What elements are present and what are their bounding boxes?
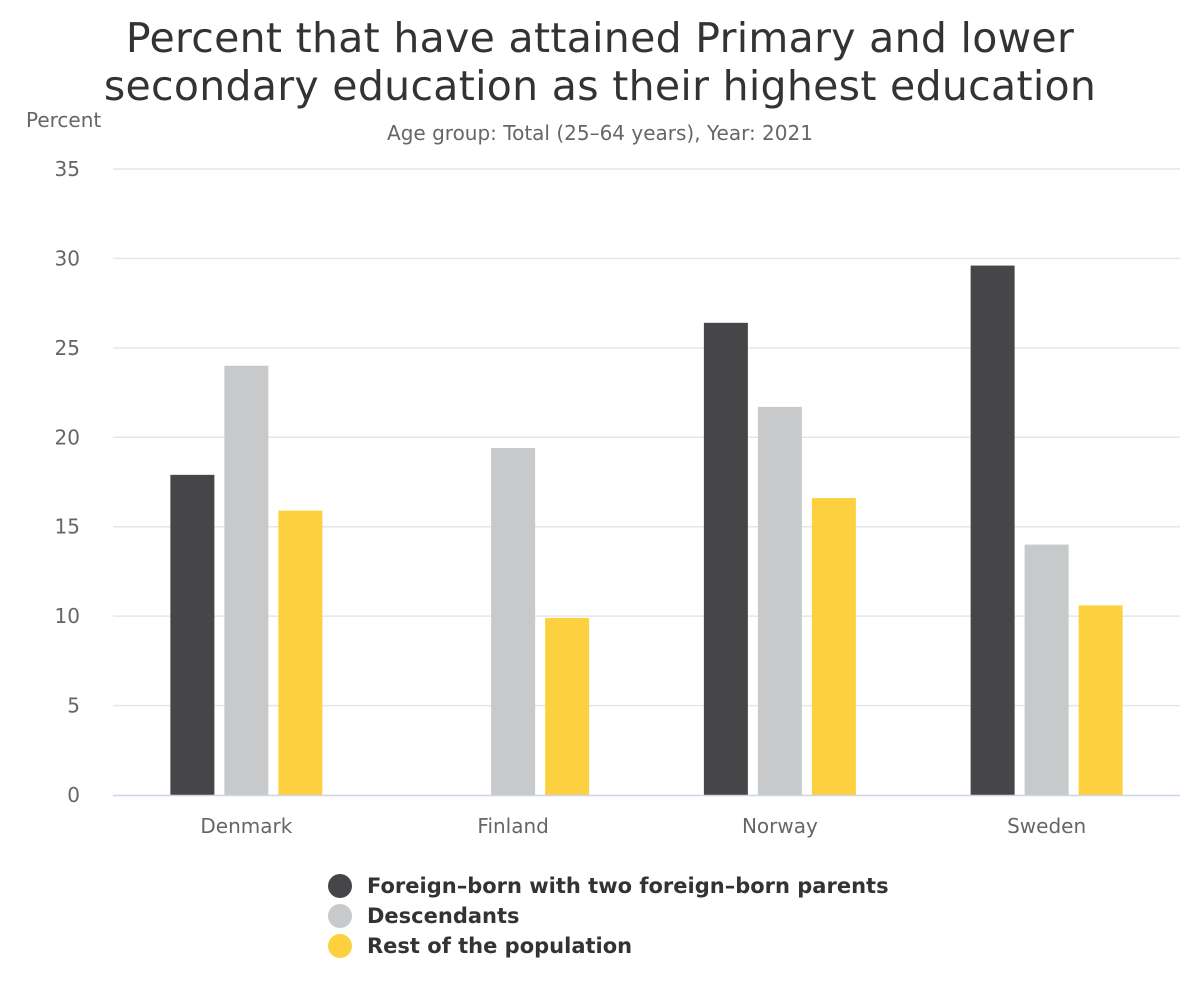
- y-tick-label: 35: [55, 157, 80, 181]
- bar-sweden-series-0[interactable]: [970, 265, 1015, 795]
- y-tick-label: 10: [55, 604, 80, 628]
- legend: Foreign–born with two foreign–born paren…: [328, 871, 889, 961]
- bar-sweden-series-1[interactable]: [1024, 544, 1069, 795]
- chart-subtitle: Age group: Total (25–64 years), Year: 20…: [387, 121, 813, 145]
- bar-finland-series-2[interactable]: [545, 617, 590, 795]
- y-tick-label: 0: [67, 783, 80, 807]
- legend-label: Rest of the population: [367, 934, 633, 958]
- legend-label: Foreign–born with two foreign–born paren…: [367, 874, 889, 898]
- x-tick-label: Denmark: [200, 814, 292, 838]
- bar-denmark-series-2[interactable]: [278, 510, 323, 795]
- chart-title-line-1: Percent that have attained Primary and l…: [125, 14, 1075, 62]
- bar-chart: 0 5 10 15 20 25 30 35 Denmark Finland Norway Sweden: [55, 157, 1180, 838]
- y-tick-label: 25: [55, 336, 80, 360]
- y-tick-label: 5: [67, 694, 80, 718]
- y-tick-label: 15: [55, 515, 80, 539]
- bar-norway-series-0[interactable]: [703, 322, 748, 795]
- bar-norway-series-2[interactable]: [811, 498, 856, 795]
- x-tick-label: Finland: [477, 814, 548, 838]
- legend-dot-icon: [328, 904, 352, 928]
- legend-label: Descendants: [367, 904, 520, 928]
- legend-dot-icon: [328, 874, 352, 898]
- chart-title-line-2: secondary education as their highest edu…: [103, 62, 1097, 110]
- bar-denmark-series-1[interactable]: [224, 365, 269, 795]
- y-tick-label: 20: [55, 425, 80, 449]
- bar-denmark-series-0[interactable]: [170, 474, 215, 795]
- x-tick-label: Sweden: [1007, 814, 1086, 838]
- legend-item-foreign-born[interactable]: Foreign–born with two foreign–born paren…: [328, 871, 889, 901]
- chart-title: Percent that have attained Primary and l…: [0, 14, 1200, 110]
- legend-item-rest-of-population[interactable]: Rest of the population: [328, 931, 889, 961]
- x-tick-label: Norway: [742, 814, 818, 838]
- y-tick-label: 30: [55, 246, 80, 270]
- legend-item-descendants[interactable]: Descendants: [328, 901, 889, 931]
- bar-sweden-series-2[interactable]: [1078, 605, 1123, 795]
- bar-norway-series-1[interactable]: [757, 406, 802, 795]
- bar-finland-series-1[interactable]: [491, 448, 536, 795]
- legend-dot-icon: [328, 934, 352, 958]
- y-axis-label: Percent: [26, 108, 102, 132]
